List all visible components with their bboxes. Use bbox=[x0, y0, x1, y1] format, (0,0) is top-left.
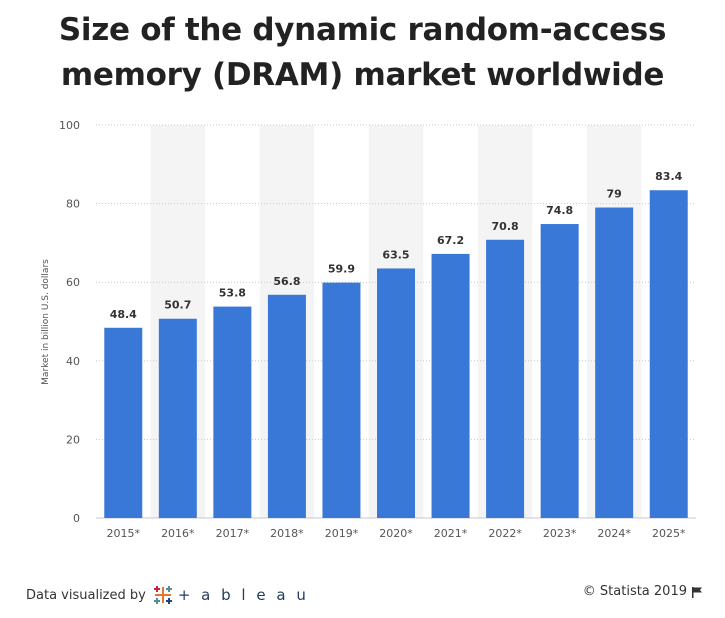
chart-title-line-2: memory (DRAM) market worldwide bbox=[60, 57, 665, 93]
x-tick-label: 2022* bbox=[488, 527, 522, 540]
footer-attribution: Data visualized by + a b l e a u bbox=[26, 584, 309, 606]
data-label: 70.8 bbox=[492, 220, 519, 233]
data-label: 79 bbox=[607, 188, 622, 201]
bar-chart: 48.4 50.7 53.8 56.8 59.9 63.5 67.2 70.8 74.8 79 83… bbox=[41, 119, 696, 540]
x-tick-label: 2020* bbox=[379, 527, 413, 540]
bar[interactable] bbox=[540, 224, 579, 518]
x-tick-label: 2015* bbox=[107, 527, 141, 540]
bar[interactable] bbox=[486, 239, 525, 519]
tableau-logo[interactable]: + a b l e a u bbox=[152, 584, 309, 606]
x-tick-label: 2024* bbox=[597, 527, 631, 540]
data-label: 83.4 bbox=[655, 170, 682, 183]
footer-copyright: © Statista 2019 bbox=[583, 584, 703, 599]
bar[interactable] bbox=[377, 268, 415, 518]
y-tick-label: 60 bbox=[66, 276, 80, 289]
y-tick-label: 100 bbox=[59, 119, 80, 132]
copyright-text[interactable]: © Statista 2019 bbox=[582, 584, 687, 599]
bar[interactable] bbox=[213, 306, 252, 518]
flag-icon[interactable] bbox=[691, 586, 703, 598]
x-tick-label: 2016* bbox=[161, 527, 195, 540]
y-tick-label: 20 bbox=[66, 433, 80, 446]
visualized-by-text: Data visualized by bbox=[26, 587, 146, 603]
data-label: 48.4 bbox=[110, 308, 137, 321]
bar[interactable] bbox=[158, 318, 197, 518]
y-tick-label: 0 bbox=[73, 512, 80, 525]
bar[interactable] bbox=[595, 207, 634, 518]
data-label: 74.8 bbox=[546, 204, 573, 217]
y-tick-label: 80 bbox=[66, 198, 80, 211]
data-label: 59.9 bbox=[328, 263, 355, 276]
bar[interactable] bbox=[104, 327, 143, 518]
data-label: 53.8 bbox=[219, 287, 246, 300]
bar[interactable] bbox=[322, 282, 361, 518]
x-tick-label: 2017* bbox=[216, 527, 250, 540]
y-axis-label: Market in billion U.S. dollars bbox=[41, 259, 51, 385]
data-label: 56.8 bbox=[273, 275, 300, 288]
chart-title: Size of the dynamic random-access memory… bbox=[0, 8, 725, 98]
x-tick-label: 2023* bbox=[543, 527, 577, 540]
y-tick-label: 40 bbox=[66, 355, 80, 368]
bar[interactable] bbox=[649, 190, 688, 518]
data-label: 67.2 bbox=[437, 234, 464, 247]
data-label: 50.7 bbox=[164, 299, 191, 312]
bar[interactable] bbox=[267, 294, 306, 518]
x-tick-label: 2025* bbox=[652, 527, 686, 540]
x-tick-label: 2021* bbox=[434, 527, 468, 540]
x-tick-label: 2018* bbox=[270, 527, 304, 540]
chart-title-line-1: Size of the dynamic random-access bbox=[58, 12, 667, 48]
tableau-wordmark: + a b l e a u bbox=[177, 586, 309, 604]
tableau-logo-icon bbox=[153, 586, 172, 604]
bar[interactable] bbox=[431, 253, 470, 519]
data-label: 63.5 bbox=[382, 248, 409, 261]
x-tick-label: 2019* bbox=[325, 527, 359, 540]
